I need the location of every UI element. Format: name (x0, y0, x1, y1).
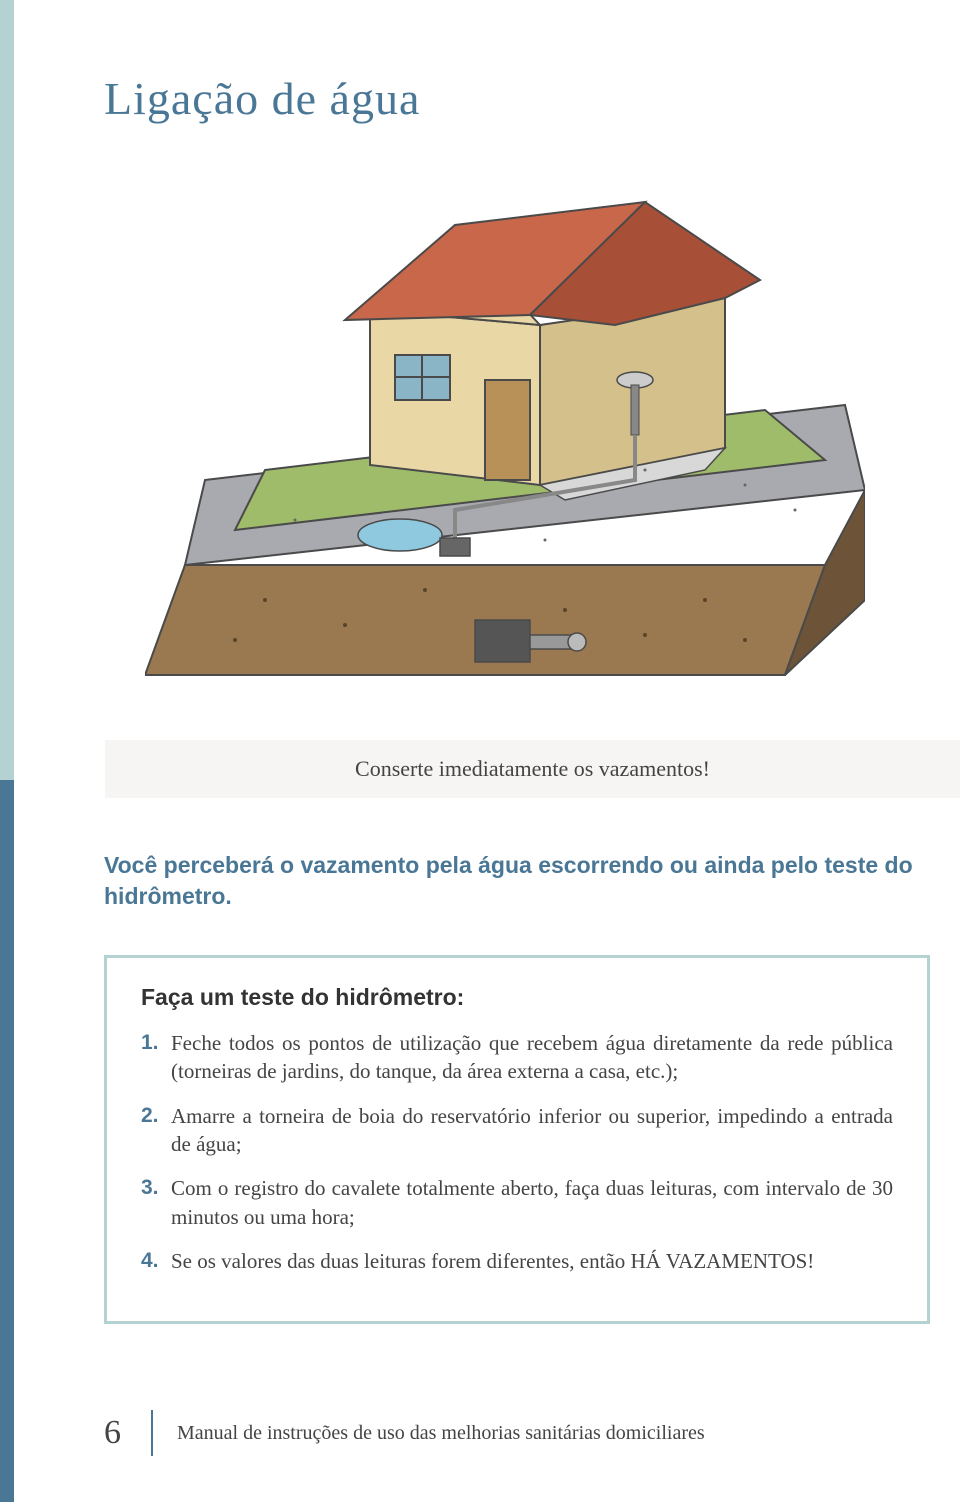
callout-text: Conserte imediatamente os vazamentos! (355, 756, 710, 782)
water-puddle (358, 519, 442, 551)
meter-box (440, 538, 470, 556)
step-text: Com o registro do cavalete totalmente ab… (171, 1176, 893, 1228)
step-number: 4. (141, 1247, 159, 1275)
footer-divider (151, 1410, 153, 1456)
door (485, 380, 530, 480)
callout-band: Conserte imediatamente os vazamentos! (105, 740, 960, 798)
test-steps-list: 1. Feche todos os pontos de utilização qu… (141, 1029, 893, 1275)
side-stripe-bottom (0, 780, 14, 1502)
step-number: 2. (141, 1102, 159, 1130)
footer-text: Manual de instruções de uso das melhoria… (177, 1422, 705, 1445)
step-item: 1. Feche todos os pontos de utilização qu… (141, 1029, 893, 1086)
meter-chamber (475, 620, 530, 662)
footer: 6 Manual de instruções de uso das melhor… (104, 1408, 930, 1458)
step-text: Feche todos os pontos de utilização que … (171, 1031, 893, 1083)
page-number: 6 (104, 1414, 121, 1452)
sink-stand (631, 385, 639, 435)
step-item: 4. Se os valores das duas leituras forem … (141, 1247, 893, 1275)
step-item: 3. Com o registro do cavalete totalmente … (141, 1174, 893, 1231)
side-stripe-top (0, 0, 14, 780)
step-text: Amarre a torneira de boia do reservatóri… (171, 1104, 893, 1156)
step-item: 2. Amarre a torneira de boia do reservató… (141, 1102, 893, 1159)
test-box: Faça um teste do hidrômetro: 1. Feche tod… (104, 955, 930, 1324)
step-number: 3. (141, 1174, 159, 1202)
step-number: 1. (141, 1029, 159, 1057)
step-text: Se os valores das duas leituras forem di… (171, 1249, 814, 1273)
intro-text: Você perceberá o vazamento pela água esc… (104, 850, 930, 912)
house-water-diagram (145, 180, 865, 695)
meter-pipe-end (568, 633, 586, 651)
page-title: Ligação de água (104, 72, 420, 125)
test-box-title: Faça um teste do hidrômetro: (141, 984, 893, 1011)
